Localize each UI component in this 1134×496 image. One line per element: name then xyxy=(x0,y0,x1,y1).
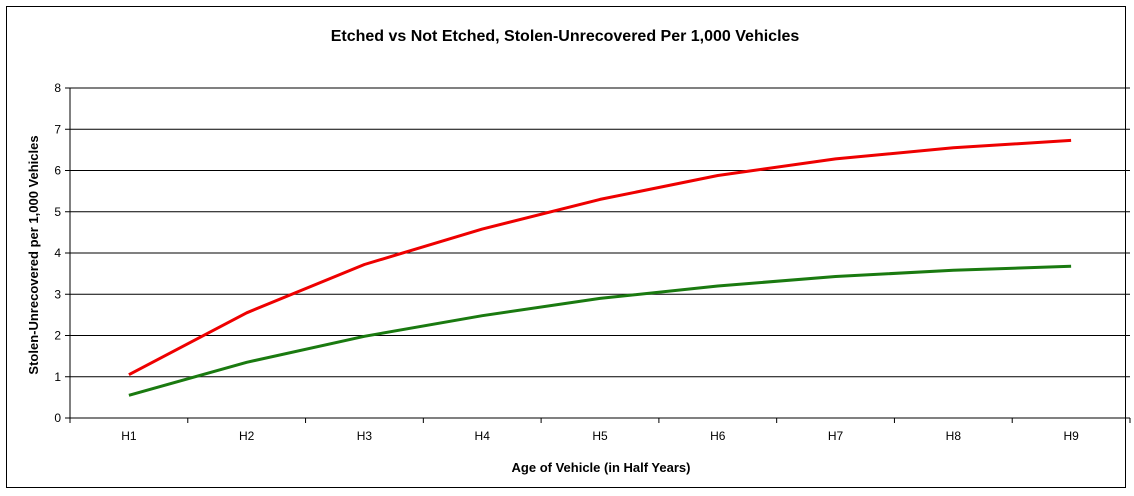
tick-labels: 0 1 2 3 4 5 6 7 8 H1 H2 H3 H4 H5 H6 H7 H8 H9 xyxy=(54,81,1079,443)
y-tick-label: 5 xyxy=(54,205,61,219)
axes xyxy=(65,87,1131,423)
x-tick-label: H7 xyxy=(828,429,844,443)
gridlines xyxy=(70,87,1130,378)
x-tick-label: H9 xyxy=(1063,429,1079,443)
x-tick-label: H5 xyxy=(592,429,608,443)
y-tick-label: 7 xyxy=(54,122,61,136)
x-tick-label: H8 xyxy=(946,429,962,443)
y-tick-label: 0 xyxy=(54,411,61,425)
y-tick-label: 2 xyxy=(54,329,61,343)
chart-title: Etched vs Not Etched, Stolen-Unrecovered… xyxy=(331,28,800,45)
x-tick-label: H3 xyxy=(357,429,373,443)
y-axis-label: Stolen-Unrecovered per 1,000 Vehicles xyxy=(26,135,41,374)
series-line-2 xyxy=(128,264,1072,397)
y-tick-label: 3 xyxy=(54,287,61,301)
x-tick-label: H4 xyxy=(475,429,491,443)
x-tick-label: H2 xyxy=(239,429,255,443)
y-tick-label: 4 xyxy=(54,246,61,260)
series-line-1 xyxy=(128,138,1072,377)
y-tick-label: 1 xyxy=(54,370,61,384)
x-axis-label: Age of Vehicle (in Half Years) xyxy=(512,460,691,475)
x-tick-label: H6 xyxy=(710,429,726,443)
y-tick-label: 8 xyxy=(54,81,61,95)
x-tick-label: H1 xyxy=(121,429,137,443)
y-tick-label: 6 xyxy=(54,164,61,178)
series-lines xyxy=(128,138,1072,397)
chart-frame xyxy=(6,6,1126,488)
